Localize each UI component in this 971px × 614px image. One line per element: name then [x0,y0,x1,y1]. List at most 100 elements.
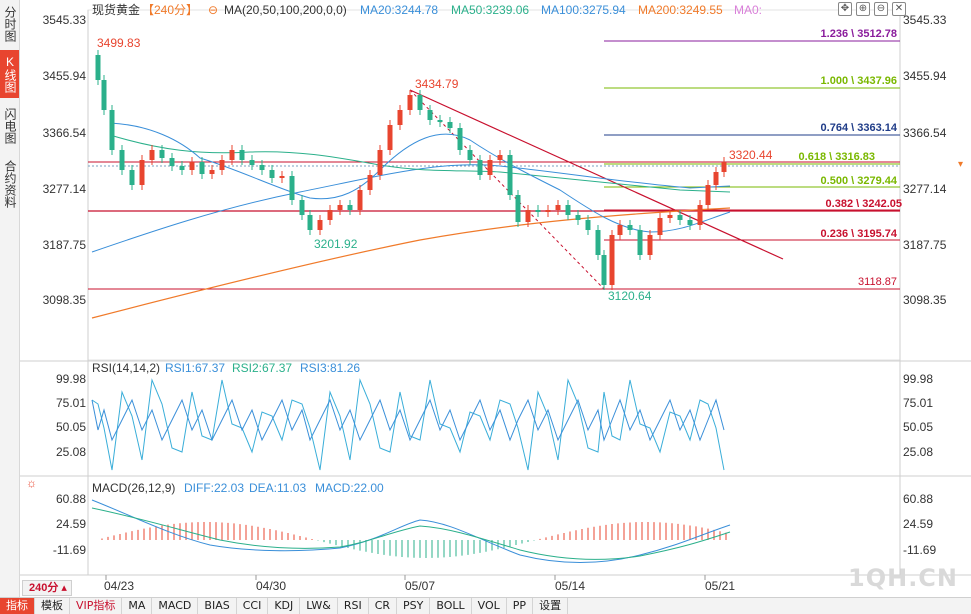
chart-area[interactable]: 现货黄金 【240分】 ⊖ MA(20,50,100,200,0,0) MA20… [20,0,971,597]
candle-body [199,162,205,174]
candle-body [209,170,215,174]
tab-psy[interactable]: PSY [397,597,431,614]
period-label: 【240分】 [142,3,198,17]
candle-body [219,160,225,170]
fit-icon[interactable]: ✥ [838,2,852,16]
fib-label: 0.382 \ 3242.05 [826,198,902,210]
tab-settings[interactable]: 设置 [533,597,569,614]
candle-body [477,160,483,175]
macd-tick: 24.59 [56,517,86,531]
tab-macd[interactable]: MACD [152,597,199,614]
candle-body [667,215,673,218]
tab-bias[interactable]: BIAS [198,597,237,614]
tab-flash[interactable]: 闪电图 [3,108,17,144]
last-price-label: 3320.44 [729,148,773,162]
candle-body [467,150,473,160]
macd-axis: 60.88 24.59 -11.69 60.88 24.59 -11.69 [53,492,937,557]
candlesticks [95,50,727,290]
tab-contract[interactable]: 合约资料 [3,160,17,208]
tab-kline[interactable]: K线图 [0,50,19,98]
candle-body [387,125,393,150]
candle-body [447,122,453,128]
tab-rsi[interactable]: RSI [338,597,369,614]
price-tick: 3277.14 [43,182,87,196]
candle-body [545,210,551,212]
candle-body [601,255,607,285]
date-tick: 05/07 [405,579,435,593]
watermark: 1QH.CN [848,564,959,592]
candle-body [595,230,601,255]
rsi-tick: 25.08 [56,445,86,459]
candle-body [299,200,305,215]
macd-diff-value: DIFF:22.03 [184,481,244,495]
price-tick: 3545.33 [43,13,87,27]
candle-body [687,220,693,225]
candle-body [337,205,343,210]
trend-line[interactable] [409,89,784,260]
fib-label: 1.236 \ 3512.78 [821,28,897,40]
candle-body [713,172,719,185]
tab-ma[interactable]: MA [122,597,153,614]
candle-body [515,195,521,222]
period-selector[interactable]: 240分 ▴ [22,580,72,596]
date-tick: 05/14 [555,579,585,593]
fib-label: 0.618 \ 3316.83 [799,151,875,163]
candle-body [657,218,663,235]
candle-body [721,162,727,172]
macd-tick: 24.59 [903,517,933,531]
tab-timeshare[interactable]: 分时图 [3,6,17,42]
macd-settings-icon[interactable]: ☼ [26,476,37,490]
candle-body [705,185,711,205]
tab-pp[interactable]: PP [507,597,534,614]
candle-body [229,150,235,160]
zoom-in-icon[interactable]: ⊕ [856,2,870,16]
tab-kdj[interactable]: KDJ [268,597,301,614]
tab-template[interactable]: 模板 [35,597,70,614]
candle-body [159,150,165,158]
ma-label: MA(20,50,100,200,0,0) [224,3,347,17]
candle-body [585,220,591,230]
candle-body [139,160,145,185]
candle-body [119,150,125,170]
zoom-out-icon[interactable]: ⊖ [874,2,888,16]
candle-body [327,210,333,220]
rsi-tick: 99.98 [903,372,933,386]
candle-body [149,150,155,160]
candle-body [129,170,135,185]
tab-boll[interactable]: BOLL [430,597,472,614]
current-price-marker-icon: ▾ [958,159,963,170]
candle-body [357,190,363,210]
candle-body [269,170,275,178]
tab-lw[interactable]: LW& [300,597,338,614]
ma20-value: MA20:3244.78 [360,3,438,17]
candle-body [497,155,503,160]
tab-cci[interactable]: CCI [237,597,269,614]
candle-body [417,95,423,110]
candle-body [507,155,513,195]
candle-body [647,235,653,255]
close-icon[interactable]: ✕ [892,2,906,16]
settings-icon[interactable]: ⊖ [208,3,218,17]
candle-body [249,160,255,165]
tab-indicators[interactable]: 指标 [0,597,35,614]
macd-diff-line [91,499,731,563]
tab-vol[interactable]: VOL [472,597,507,614]
macd-label: MACD(26,12,9) [92,481,175,495]
candle-body [307,215,313,230]
fib-label: 0.236 \ 3195.74 [821,228,898,240]
tab-cr[interactable]: CR [369,597,398,614]
price-tick: 3098.35 [43,293,87,307]
tab-vip-indicators[interactable]: VIP指标 [70,597,123,614]
candle-body [367,175,373,190]
price-tick: 3187.75 [903,238,947,252]
price-tick: 3366.54 [43,126,87,140]
macd-dea-value: DEA:11.03 [249,481,306,495]
macd-dea-line [91,507,731,560]
candle-body [637,230,643,255]
ma100-line [91,164,731,253]
candle-body [609,235,615,285]
candle-body [101,80,107,110]
candle-body [457,128,463,150]
fib-anchor-line[interactable] [409,89,605,290]
macd-tick: -11.69 [53,543,86,557]
